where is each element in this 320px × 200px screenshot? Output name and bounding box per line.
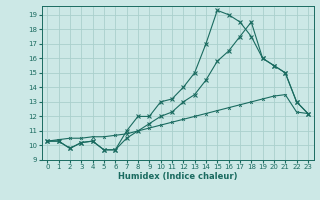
X-axis label: Humidex (Indice chaleur): Humidex (Indice chaleur) [118,172,237,181]
